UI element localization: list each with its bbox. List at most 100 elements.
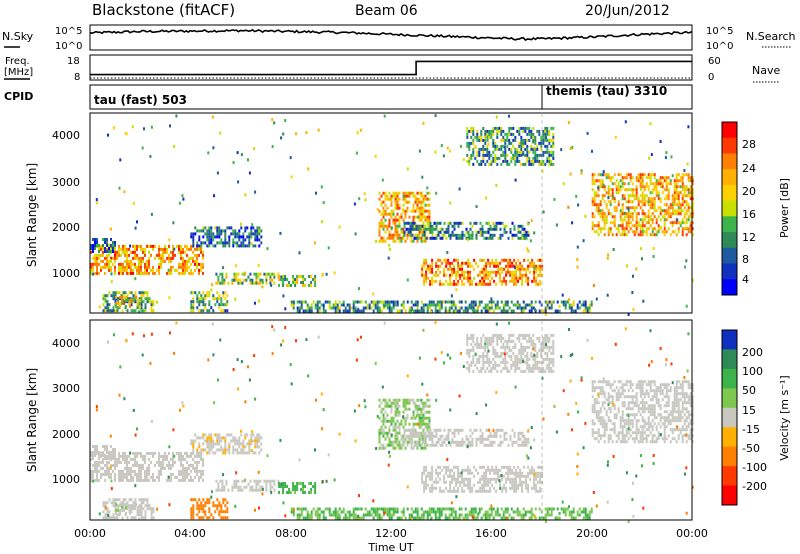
echo-cell (595, 230, 598, 234)
echo-cell (533, 270, 536, 274)
echo-cell (469, 471, 472, 475)
echo-cell (128, 498, 131, 502)
echo-cell (380, 212, 383, 216)
echo-cell (546, 159, 549, 163)
echo-cell (478, 300, 481, 304)
echo-cell (572, 300, 575, 304)
echo-cell (192, 442, 195, 446)
echo-cell (310, 275, 313, 278)
echo-cell (222, 309, 225, 313)
echo-cell (532, 156, 535, 160)
echo-cell (465, 230, 468, 234)
echo-cell (500, 369, 503, 373)
echo-cell (520, 351, 523, 355)
echo-cell (482, 144, 485, 148)
echo-cell (609, 221, 612, 225)
echo-cell (405, 227, 408, 231)
echo-cell (495, 264, 498, 268)
echo-cell (228, 445, 231, 449)
echo-cell (512, 144, 515, 148)
echo-cell (253, 272, 256, 276)
echo-cell (196, 256, 198, 260)
echo-cell (516, 129, 519, 133)
echo-cell (382, 300, 385, 304)
echo-cell (255, 485, 258, 489)
echo-cell (186, 472, 188, 476)
echo-cell (392, 194, 395, 198)
echo-cell (687, 188, 690, 192)
echo-cell (184, 466, 186, 470)
echo-cell (537, 480, 540, 484)
echo-cell (505, 437, 508, 441)
echo-cell (486, 135, 489, 139)
echo-cell (445, 471, 448, 475)
echo-cell (236, 235, 239, 239)
echo-cell (196, 451, 199, 455)
echo-cell (190, 306, 193, 310)
echo-cell (489, 480, 492, 484)
echo-cell (601, 227, 604, 231)
echo-cell (534, 159, 537, 163)
echo-cell (667, 176, 670, 180)
echo-cell (495, 227, 498, 231)
echo-cell (198, 291, 201, 295)
echo-cell (164, 247, 166, 251)
echo-cell (412, 309, 415, 313)
echo-cell (500, 333, 503, 337)
echo-cell (144, 510, 147, 514)
echo-cell (255, 278, 258, 282)
echo-cell (140, 463, 142, 467)
echo-cell (310, 488, 313, 491)
echo-cell (539, 273, 542, 277)
echo-cell (535, 471, 538, 475)
echo-cell (447, 465, 450, 469)
echo-cell (142, 454, 144, 458)
echo-cell (639, 247, 642, 251)
echo-cell (96, 238, 98, 241)
echo-cell (465, 434, 468, 438)
echo-cell (416, 306, 419, 310)
echo-cell (515, 486, 518, 490)
echo-cell (473, 483, 476, 487)
echo-cell (230, 433, 233, 437)
echo-cell (411, 221, 414, 225)
echo-cell (168, 244, 170, 248)
echo-cell (481, 437, 484, 441)
echo-cell (194, 262, 196, 266)
echo-cell (403, 440, 406, 444)
echo-cell (518, 126, 521, 130)
echo-cell (396, 431, 399, 435)
echo-cell (144, 247, 146, 251)
echo-cell (344, 306, 347, 310)
echo-cell (523, 465, 526, 469)
echo-cell (428, 209, 431, 213)
echo-cell (518, 360, 521, 364)
echo-cell (130, 478, 132, 482)
echo-cell (130, 469, 132, 473)
echo-cell (314, 303, 317, 307)
echo-cell (427, 221, 430, 225)
echo-cell (538, 360, 541, 364)
echo-cell (603, 221, 606, 225)
echo-cell (144, 475, 146, 479)
echo-cell (520, 333, 523, 337)
echo-cell (128, 469, 130, 473)
echo-cell (457, 465, 460, 469)
echo-cell (657, 179, 660, 183)
echo-cell (431, 264, 434, 268)
echo-cell (524, 126, 527, 130)
echo-cell (494, 348, 497, 352)
echo-cell (465, 270, 468, 274)
echo-cell (130, 250, 132, 254)
echo-cell (116, 306, 119, 310)
echo-cell (530, 129, 533, 133)
echo-cell (134, 498, 137, 502)
echo-cell (466, 360, 469, 364)
echo-cell (446, 146, 449, 150)
echo-cell (224, 229, 227, 233)
echo-cell (659, 182, 662, 186)
echo-cell (467, 264, 470, 268)
echo-cell (461, 489, 464, 493)
echo-cell (406, 443, 409, 447)
echo-cell (621, 185, 624, 189)
